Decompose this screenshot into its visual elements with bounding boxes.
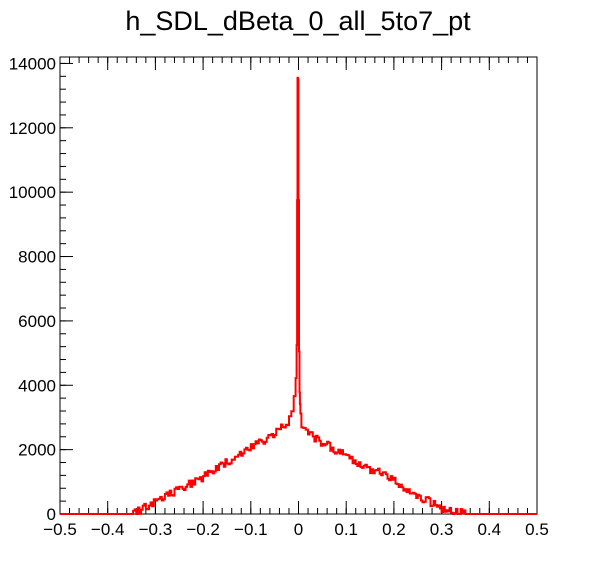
x-tick-label: 0.1 [334, 520, 358, 539]
axis-ticks [59, 57, 538, 515]
chart-title: h_SDL_dBeta_0_all_5to7_pt [125, 6, 471, 36]
x-tick-label: −0.4 [91, 520, 125, 539]
data-series [60, 76, 537, 515]
y-tick-label: 4000 [18, 376, 56, 395]
x-tick-label: −0.3 [139, 520, 173, 539]
x-tick-label: −0.2 [186, 520, 220, 539]
x-tick-label: 0.4 [477, 520, 501, 539]
axis-tick-labels: −0.5 −0.4 −0.3 −0.2 −0.1 0 0.1 0.2 0.3 0.4 0.5 0 200… [9, 54, 549, 539]
x-tick-label: 0 [294, 520, 303, 539]
y-tick-label: 12000 [9, 119, 56, 138]
x-tick-label: −0.1 [234, 520, 268, 539]
y-tick-label: 14000 [9, 54, 56, 73]
y-tick-label: 10000 [9, 183, 56, 202]
histogram-line [60, 76, 537, 515]
x-tick-label: −0.5 [43, 520, 77, 539]
y-tick-label: 2000 [18, 441, 56, 460]
x-tick-label: 0.5 [525, 520, 549, 539]
y-tick-label: 0 [47, 505, 56, 524]
y-tick-label: 6000 [18, 312, 56, 331]
x-tick-label: 0.2 [382, 520, 406, 539]
y-tick-label: 8000 [18, 248, 56, 267]
x-tick-label: 0.3 [430, 520, 454, 539]
